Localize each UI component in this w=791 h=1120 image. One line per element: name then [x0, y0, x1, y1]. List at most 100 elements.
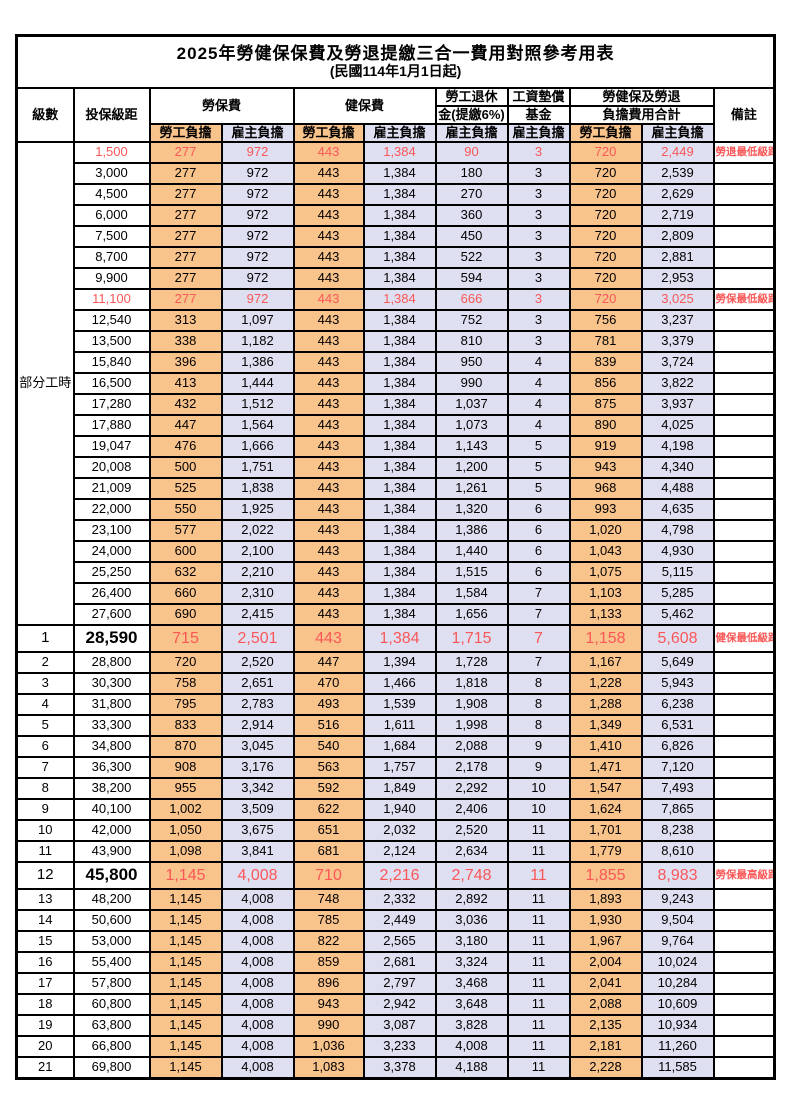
cell-health-employer: 1,384 [362, 393, 437, 416]
cell-health-employee: 443 [292, 393, 365, 416]
cell-labor-employer: 4,008 [220, 930, 295, 953]
cell-remark [712, 735, 776, 758]
cell-labor-employee: 277 [148, 267, 223, 290]
cell-labor-employee: 715 [148, 624, 223, 653]
cell-labor-employer: 972 [220, 183, 295, 206]
cell-total-employer: 4,488 [640, 477, 715, 500]
cell-total-employer: 7,120 [640, 756, 715, 779]
cell-wage-fund-employer: 10 [506, 798, 571, 821]
cell-health-employee: 443 [292, 288, 365, 311]
cell-wage-fund-employer: 3 [506, 330, 571, 353]
cell-health-employee: 443 [292, 351, 365, 374]
cell-total-employee: 875 [568, 393, 643, 416]
cell-remark [712, 519, 776, 542]
cell-labor-employee: 1,145 [148, 930, 223, 953]
cell-labor-employer: 4,008 [220, 951, 295, 974]
cell-health-employee: 443 [292, 414, 365, 437]
cell-remark [712, 756, 776, 779]
cell-health-employer: 1,384 [362, 582, 437, 605]
cell-labor-employee: 660 [148, 582, 223, 605]
cell-remark [712, 930, 776, 953]
cell-pension-employer: 2,292 [434, 777, 509, 800]
cell-total-employer: 2,881 [640, 246, 715, 269]
cell-labor-employee: 277 [148, 141, 223, 164]
table-row: 26,400 660 2,310 443 1,384 1,584 7 1,103 5,285 [17, 582, 776, 605]
cell-labor-employer: 2,100 [220, 540, 295, 563]
cell-total-employer: 5,943 [640, 672, 715, 695]
cell-total-employee: 919 [568, 435, 643, 458]
cell-health-employer: 1,849 [362, 777, 437, 800]
cell-remark [712, 477, 776, 500]
cell-health-employer: 1,394 [362, 651, 437, 674]
cell-labor-employee: 1,145 [148, 993, 223, 1016]
cell-pension-employer: 1,818 [434, 672, 509, 695]
cell-insured-bracket: 6,000 [72, 204, 151, 227]
cell-labor-employer: 4,008 [220, 1035, 295, 1058]
cell-labor-employer: 1,512 [220, 393, 295, 416]
table-row: 15,840 396 1,386 443 1,384 950 4 839 3,724 [17, 351, 776, 374]
cell-total-employer: 8,610 [640, 840, 715, 863]
cell-health-employee: 443 [292, 162, 365, 185]
cell-labor-employee: 870 [148, 735, 223, 758]
table-row: 12,540 313 1,097 443 1,384 752 3 756 3,237 [17, 309, 776, 332]
cell-labor-employee: 600 [148, 540, 223, 563]
cell-pension-employer: 3,828 [434, 1014, 509, 1037]
cell-remark [712, 888, 776, 911]
table-row: 25,250 632 2,210 443 1,384 1,515 6 1,075 5,115 [17, 561, 776, 584]
cell-insured-bracket: 25,250 [72, 561, 151, 584]
cell-insured-bracket: 48,200 [72, 888, 151, 911]
cell-labor-employer: 3,841 [220, 840, 295, 863]
cell-total-employer: 4,930 [640, 540, 715, 563]
cell-health-employer: 1,384 [362, 141, 437, 164]
cell-insured-bracket: 42,000 [72, 819, 151, 842]
cell-wage-fund-employer: 7 [506, 651, 571, 674]
cell-labor-employer: 1,666 [220, 435, 295, 458]
cell-total-employee: 1,624 [568, 798, 643, 821]
cell-total-employer: 7,493 [640, 777, 715, 800]
cell-pension-employer: 2,892 [434, 888, 509, 911]
cell-wage-fund-employer: 11 [506, 930, 571, 953]
cell-insured-bracket: 8,700 [72, 246, 151, 269]
cell-health-employer: 2,449 [362, 909, 437, 932]
table-row: 9,900 277 972 443 1,384 594 3 720 2,953 [17, 267, 776, 290]
cell-remark [712, 909, 776, 932]
cell-total-employee: 1,410 [568, 735, 643, 758]
header-pension-line2: 金(提繳6%) [434, 105, 509, 125]
cell-labor-employer: 972 [220, 288, 295, 311]
cell-labor-employer: 3,675 [220, 819, 295, 842]
cell-remark [712, 351, 776, 374]
cell-wage-fund-employer: 3 [506, 225, 571, 248]
cell-insured-bracket: 45,800 [72, 861, 151, 890]
cell-labor-employee: 1,145 [148, 861, 223, 890]
cell-remark [712, 819, 776, 842]
cell-total-employee: 1,020 [568, 519, 643, 542]
cell-wage-fund-employer: 11 [506, 993, 571, 1016]
cell-health-employee: 470 [292, 672, 365, 695]
cell-total-employee: 2,004 [568, 951, 643, 974]
cell-remark: 勞保最高級距 [712, 861, 776, 890]
cell-insured-bracket: 9,900 [72, 267, 151, 290]
cell-labor-employee: 500 [148, 456, 223, 479]
table-row: 14 50,600 1,145 4,008 785 2,449 3,036 11 1,930 9,… [15, 909, 776, 932]
cell-total-employer: 3,937 [640, 393, 715, 416]
cell-total-employee: 2,228 [568, 1056, 643, 1080]
cell-total-employer: 2,539 [640, 162, 715, 185]
cell-pension-employer: 1,320 [434, 498, 509, 521]
cell-total-employee: 720 [568, 225, 643, 248]
cell-total-employee: 1,228 [568, 672, 643, 695]
table-row: 17 57,800 1,145 4,008 896 2,797 3,468 11 2,041 10… [15, 972, 776, 995]
cell-pension-employer: 270 [434, 183, 509, 206]
cell-wage-fund-employer: 3 [506, 183, 571, 206]
cell-total-employee: 720 [568, 288, 643, 311]
cell-health-employee: 443 [292, 225, 365, 248]
cell-insured-bracket: 43,900 [72, 840, 151, 863]
cell-total-employer: 10,609 [640, 993, 715, 1016]
cell-remark [712, 330, 776, 353]
cell-total-employee: 856 [568, 372, 643, 395]
cell-total-employee: 890 [568, 414, 643, 437]
cell-insured-bracket: 31,800 [72, 693, 151, 716]
cell-total-employer: 4,798 [640, 519, 715, 542]
cell-level: 21 [15, 1056, 75, 1080]
table-row: 24,000 600 2,100 443 1,384 1,440 6 1,043 4,930 [17, 540, 776, 563]
cell-total-employee: 1,893 [568, 888, 643, 911]
